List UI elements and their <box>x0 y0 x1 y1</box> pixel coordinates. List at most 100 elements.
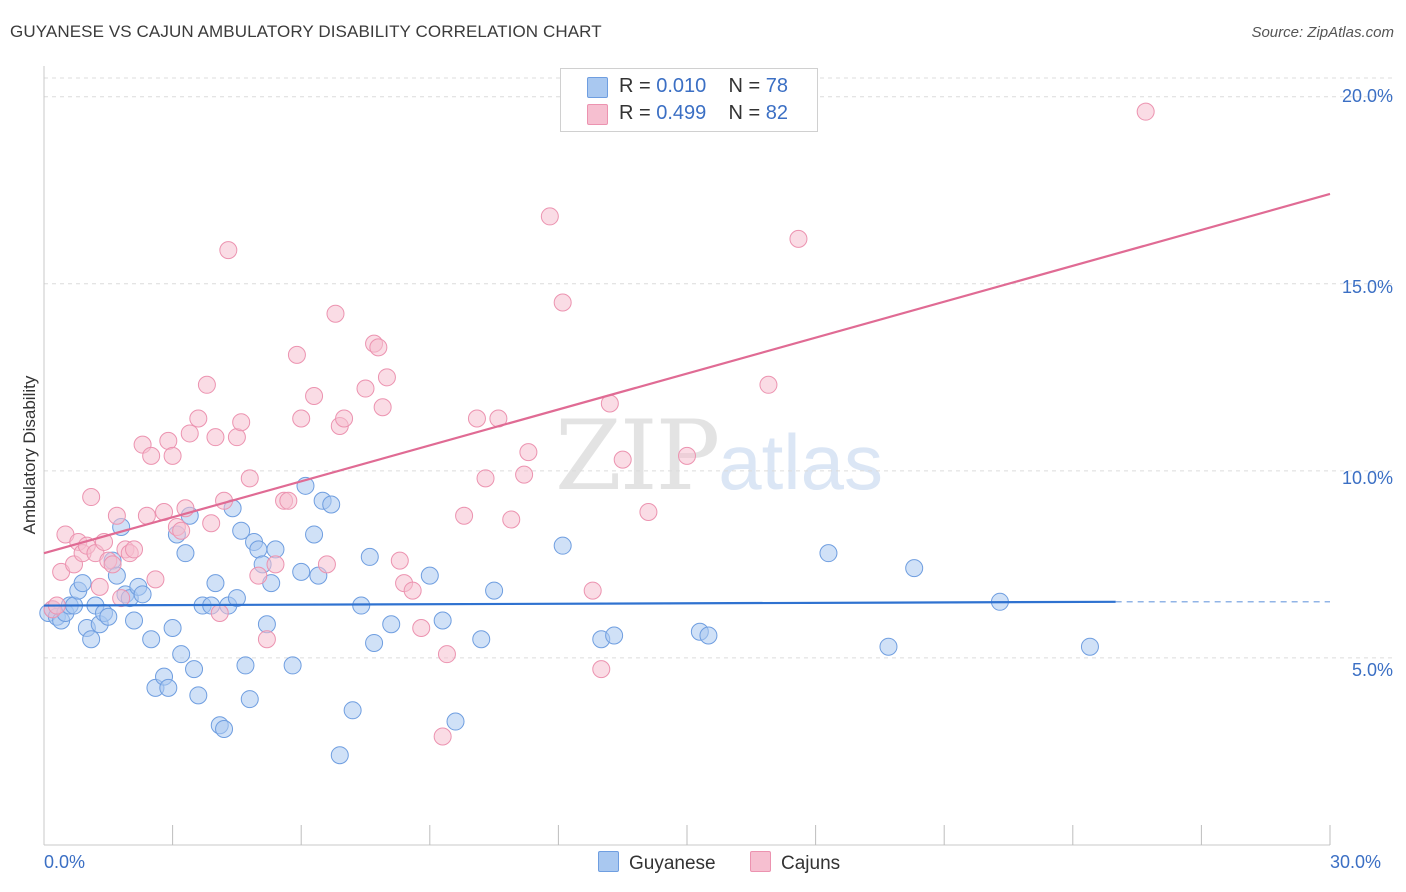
cajun-point <box>455 506 474 525</box>
cajun-point <box>206 428 225 447</box>
cajun-point <box>592 660 611 679</box>
guyanese-point <box>257 615 276 634</box>
cajun-point <box>403 581 422 600</box>
cajun-point <box>540 207 559 226</box>
bottom-legend-label-cajuns: Cajuns <box>781 853 841 874</box>
cajun-point <box>210 604 229 623</box>
cajun-point <box>583 581 602 600</box>
guyanese-point <box>360 547 379 566</box>
cajun-point <box>103 555 122 574</box>
guyanese-point <box>420 566 439 585</box>
legend-r-label: R = <box>619 75 657 97</box>
source-label: Source: ZipAtlas.com <box>1251 24 1394 41</box>
legend-n-label: N = <box>728 75 766 97</box>
guyanese-point <box>215 720 234 739</box>
cajun-point <box>189 409 208 428</box>
y-tick-label-20: 20.0% <box>1341 86 1393 106</box>
guyanese-point <box>292 562 311 581</box>
cajun-point <box>82 488 101 507</box>
guyanese-point <box>99 607 118 626</box>
cajun-point <box>476 469 495 488</box>
bottom-swatch-cajuns <box>750 851 771 872</box>
guyanese-point <box>185 660 204 679</box>
legend-r-label: R = <box>619 102 657 124</box>
chart-title: GUYANESE VS CAJUN AMBULATORY DISABILITY … <box>10 22 602 41</box>
guyanese-point <box>365 633 384 652</box>
watermark: ZIPatlas <box>555 400 883 512</box>
guyanese-point <box>176 544 195 563</box>
legend-n-label: N = <box>728 102 766 124</box>
guyanese-point <box>283 656 302 675</box>
cajun-point <box>90 577 109 596</box>
cajun-point <box>305 387 324 406</box>
cajun-point <box>433 727 452 746</box>
y-axis-label: Ambulatory Disability <box>20 375 39 535</box>
guyanese-point <box>249 540 268 559</box>
guyanese-point <box>232 521 251 540</box>
cajun-point <box>356 379 375 398</box>
cajun-point <box>467 409 486 428</box>
cajun-point <box>163 446 182 465</box>
cajun-point <box>159 431 178 450</box>
watermark-atlas: atlas <box>718 418 883 506</box>
guyanese-trend-line <box>43 600 1116 607</box>
guyanese-point <box>605 626 624 645</box>
guyanese-point <box>227 589 246 608</box>
guyanese-point <box>1080 637 1099 656</box>
guyanese-point <box>189 686 208 705</box>
cajun-point <box>292 409 311 428</box>
cajun-point <box>515 465 534 484</box>
cajun-point <box>227 428 246 447</box>
cajun-point <box>266 555 285 574</box>
cajun-point <box>377 368 396 387</box>
cajun-point <box>326 304 345 323</box>
cajun-point <box>142 446 161 465</box>
legend-swatch-cajun <box>587 104 608 125</box>
guyanese-point <box>446 712 465 731</box>
cajun-point <box>146 570 165 589</box>
cajun-point <box>240 469 259 488</box>
guyanese-point <box>240 690 259 709</box>
guyanese-point <box>879 637 898 656</box>
cajun-point <box>279 491 298 510</box>
cajun-point <box>678 446 696 465</box>
y-tick-label-15: 15.0% <box>1341 277 1393 297</box>
cajun-point <box>412 618 431 637</box>
cajun-point <box>519 443 538 462</box>
guyanese-point <box>172 645 191 664</box>
gridlines <box>44 77 1392 659</box>
bottom-legend-guyanese: Guyanese <box>598 851 716 875</box>
correlation-legend: R = 0.010 N = 78 R = 0.499 N = 82 <box>560 68 818 132</box>
guyanese-points <box>39 476 1099 765</box>
cajun-point <box>437 645 456 664</box>
guyanese-point <box>819 544 838 563</box>
cajun-point <box>759 375 778 394</box>
x-tick-label-min: 0.0% <box>44 852 86 872</box>
cajun-point <box>639 503 658 522</box>
guyanese-point <box>905 559 924 578</box>
cajun-point <box>112 589 131 608</box>
guyanese-point <box>472 630 491 649</box>
y-tick-label-5: 5.0% <box>1351 660 1393 680</box>
guyanese-point <box>206 574 225 593</box>
legend-r-value: 0.499 <box>656 102 707 124</box>
cajun-points <box>43 102 1155 746</box>
guyanese-point <box>133 585 152 604</box>
cajun-point <box>232 413 251 432</box>
legend-n-value: 82 <box>765 102 789 124</box>
x-tick-label-max: 30.0% <box>1330 852 1382 872</box>
cajun-point <box>249 566 268 585</box>
bottom-swatch-guyanese <box>598 851 619 872</box>
guyanese-point <box>142 630 161 649</box>
y-tick-label-10: 10.0% <box>1341 468 1393 488</box>
cajun-point <box>107 506 126 525</box>
guyanese-point <box>553 536 572 555</box>
legend-swatch-guyanese <box>587 77 608 98</box>
cajun-point <box>502 510 521 529</box>
guyanese-point <box>330 746 349 765</box>
guyanese-point <box>322 495 341 514</box>
bottom-legend-cajuns: Cajuns <box>750 851 840 875</box>
cajun-point <box>369 338 388 357</box>
trend-lines <box>43 192 1331 607</box>
